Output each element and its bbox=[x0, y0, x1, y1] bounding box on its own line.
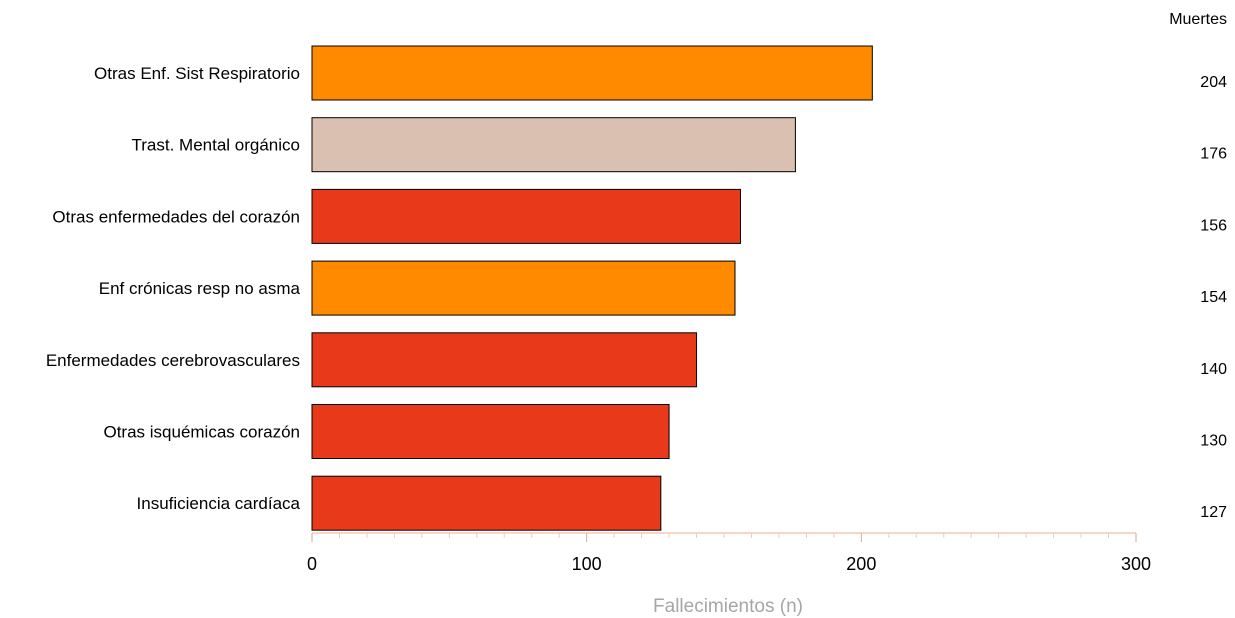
bar bbox=[311, 332, 698, 388]
category-labels: Otras Enf. Sist Respiratorio Trast. Menta… bbox=[46, 64, 301, 513]
x-tick-label: 0 bbox=[307, 554, 317, 574]
bar bbox=[311, 404, 670, 459]
value-labels: 204 176 156 154 140 130 127 bbox=[1200, 74, 1227, 521]
x-tick-label: 200 bbox=[846, 554, 876, 574]
x-tick-label: 100 bbox=[572, 554, 602, 574]
value-label: 130 bbox=[1200, 433, 1227, 450]
value-label: 140 bbox=[1200, 361, 1227, 378]
value-label: 154 bbox=[1200, 289, 1227, 306]
bar bbox=[311, 475, 662, 531]
bar bbox=[311, 117, 796, 173]
category-label: Otras Enf. Sist Respiratorio bbox=[94, 64, 300, 83]
category-label: Trast. Mental orgánico bbox=[132, 136, 301, 155]
bar bbox=[311, 260, 736, 316]
x-axis: 0 100 200 300 bbox=[307, 532, 1151, 574]
x-tick-label: 300 bbox=[1121, 554, 1151, 574]
value-label: 127 bbox=[1200, 504, 1227, 521]
value-label: 204 bbox=[1200, 74, 1227, 91]
value-label: 176 bbox=[1200, 146, 1227, 163]
value-column-header: Muertes bbox=[1169, 11, 1227, 28]
category-label: Enf crónicas resp no asma bbox=[99, 279, 301, 298]
bars-group bbox=[311, 45, 873, 531]
bar bbox=[311, 45, 873, 101]
category-label: Otras isquémicas corazón bbox=[103, 423, 300, 442]
category-label: Enfermedades cerebrovasculares bbox=[46, 351, 300, 370]
value-label: 156 bbox=[1200, 217, 1227, 234]
bar bbox=[311, 188, 741, 244]
category-label: Otras enfermedades del corazón bbox=[52, 207, 300, 226]
x-axis-title: Fallecimientos (n) bbox=[653, 596, 803, 617]
category-label: Insuficiencia cardíaca bbox=[137, 494, 301, 513]
